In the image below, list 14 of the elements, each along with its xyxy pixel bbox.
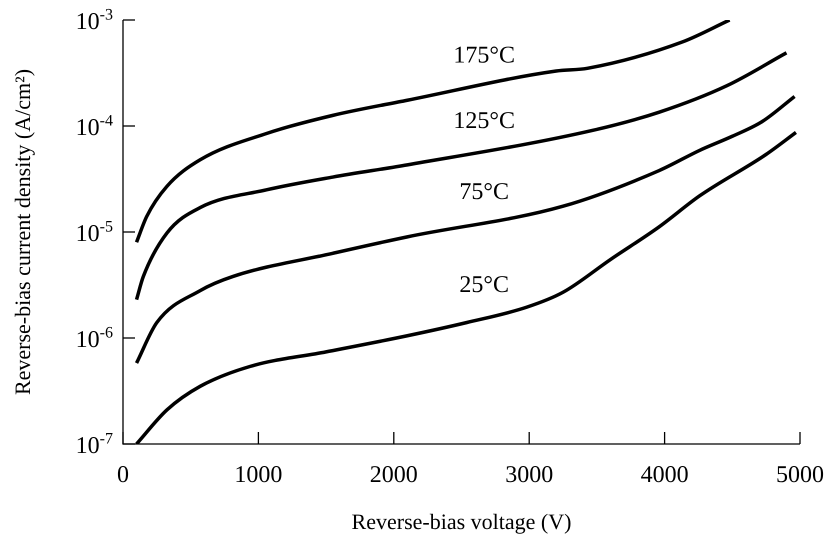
y-axis-title: Reverse-bias current density (A/cm²) xyxy=(10,68,35,396)
line-series xyxy=(134,94,796,365)
series-label: 175°C xyxy=(453,42,516,68)
x-tick-label: 4000 xyxy=(640,462,689,488)
series-label: 75°C xyxy=(459,178,510,205)
x-tick-label: 0 xyxy=(117,462,129,488)
series-label: 125°C xyxy=(453,108,516,134)
x-tick-label: 2000 xyxy=(370,462,418,488)
x-tick-label: 3000 xyxy=(505,462,554,488)
x-axis-title: Reverse-bias voltage (V) xyxy=(352,509,572,534)
x-tick-label: 5000 xyxy=(776,462,824,488)
series-label: 25°C xyxy=(459,272,510,298)
line-series xyxy=(134,20,732,244)
x-tick-label: 1000 xyxy=(234,462,282,488)
